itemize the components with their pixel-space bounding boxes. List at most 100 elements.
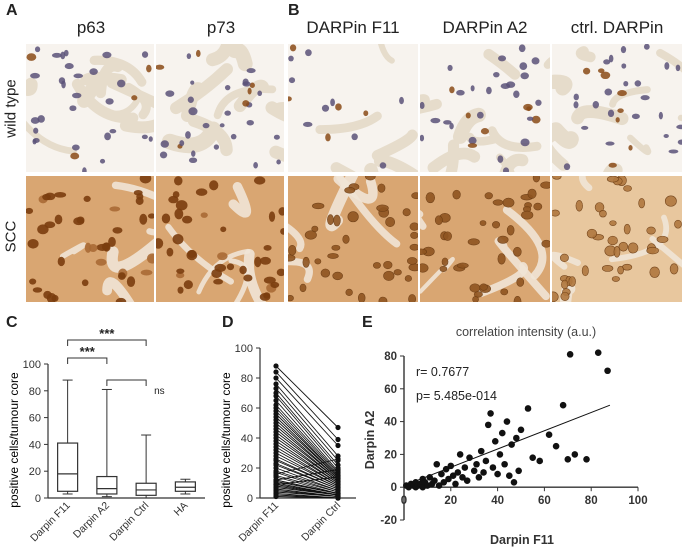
cell-nucleus xyxy=(535,99,542,106)
tumour-nucleus xyxy=(88,244,98,252)
tissue-strand xyxy=(330,162,356,172)
paired-point-ctrl xyxy=(335,442,341,449)
tumour-nucleus xyxy=(42,193,51,201)
cell-nucleus xyxy=(351,133,358,141)
cell-nucleus xyxy=(105,98,114,105)
tumour-nucleus xyxy=(617,265,624,275)
tumour-nucleus xyxy=(327,214,334,226)
cell-nucleus xyxy=(63,49,69,57)
stroma-strand xyxy=(502,205,547,280)
tissue-strand xyxy=(627,134,652,156)
cell-nucleus xyxy=(72,92,82,99)
cell-nucleus xyxy=(573,93,579,101)
paired-point-f11 xyxy=(273,381,279,387)
scatter-point xyxy=(463,477,471,484)
stroma-strand xyxy=(111,181,154,200)
cell-nucleus xyxy=(623,81,629,87)
chart-e-title: correlation intensity (a.u.) xyxy=(456,325,596,339)
tumour-nucleus xyxy=(331,244,341,251)
paired-line xyxy=(275,476,339,485)
stroma-strand xyxy=(102,277,135,302)
cell-nucleus xyxy=(213,144,220,150)
scatter-point xyxy=(445,475,452,483)
tumour-nucleus xyxy=(51,294,59,302)
tumour-nucleus xyxy=(259,256,271,265)
micrograph-texture xyxy=(156,44,284,172)
tumour-nucleus xyxy=(280,228,284,235)
tumour-nucleus xyxy=(568,276,576,287)
paired-point-f11 xyxy=(273,375,279,381)
scatter-point xyxy=(484,421,492,429)
chart-e-p-annotation: p= 5.485e-014 xyxy=(416,389,497,403)
scatter-point xyxy=(470,467,478,475)
cell-nucleus xyxy=(467,143,478,148)
panel-letter-c: C xyxy=(6,314,18,331)
tumour-nucleus xyxy=(492,199,504,206)
micrograph-ctrl-darpin-wild-type xyxy=(552,44,682,172)
cell-nucleus xyxy=(242,81,251,87)
paired-line xyxy=(275,425,339,479)
cell-nucleus xyxy=(631,113,640,120)
scatter-point xyxy=(517,426,525,434)
cell-nucleus xyxy=(146,64,152,73)
tissue-strand xyxy=(95,61,124,99)
cell-nucleus xyxy=(605,141,615,146)
cell-nucleus xyxy=(470,85,475,92)
tumour-nucleus xyxy=(586,228,598,239)
cell-nucleus xyxy=(675,64,681,72)
paired-point-ctrl xyxy=(335,495,341,501)
cell-nucleus xyxy=(676,124,682,130)
paired-point-f11 xyxy=(273,363,279,369)
scatter-point xyxy=(503,418,511,425)
cell-nucleus xyxy=(230,133,237,140)
tumour-nucleus xyxy=(609,220,617,226)
tumour-nucleus xyxy=(139,213,148,225)
scatter-point xyxy=(475,474,483,481)
chart-d-y-tick-label: 0 xyxy=(247,493,253,505)
chart-c-y-tick-label: 0 xyxy=(35,493,41,505)
tissue-strand xyxy=(187,114,233,157)
tumour-nucleus xyxy=(521,210,534,220)
scatter-point xyxy=(489,464,497,471)
tumour-nucleus xyxy=(607,235,618,246)
tumour-nucleus xyxy=(516,277,525,287)
chart-d-plot: 0 20 40 60 80 100 Darpin F11 Darpin Ctrl xyxy=(235,343,356,544)
cell-nucleus xyxy=(430,117,441,124)
tumour-nucleus xyxy=(101,242,110,251)
tumour-nucleus xyxy=(259,293,271,301)
panel-letter-a: A xyxy=(6,2,18,19)
scatter-point xyxy=(594,349,602,357)
tissue-strand xyxy=(26,77,38,96)
cell-nucleus xyxy=(187,96,194,104)
chart-e-x-tick-label: 80 xyxy=(585,495,598,507)
cell-nucleus xyxy=(156,64,165,70)
tumour-nucleus xyxy=(115,297,127,302)
micrograph-p73-wild-type xyxy=(156,44,284,172)
tumour-nucleus xyxy=(497,253,506,265)
chart-c-category-label: Darpin A2 xyxy=(71,500,112,541)
paired-line xyxy=(275,383,339,457)
cell-nucleus xyxy=(493,71,500,78)
tissue-strand xyxy=(373,154,418,172)
tumour-nucleus xyxy=(263,245,272,251)
stroma-strand xyxy=(420,209,427,230)
chart-e-x-tick-label: 40 xyxy=(491,495,504,507)
cell-nucleus xyxy=(276,159,281,165)
scatter-point xyxy=(435,482,443,489)
scatter-point xyxy=(433,460,441,468)
chart-d-y-tick-label: 100 xyxy=(235,343,253,355)
cell-nucleus xyxy=(526,116,534,121)
tumour-nucleus xyxy=(364,176,376,181)
paired-point-f11 xyxy=(273,471,279,477)
micrograph-texture xyxy=(288,44,418,172)
cell-nucleus xyxy=(99,158,106,164)
micrograph-texture xyxy=(420,44,550,172)
cell-nucleus xyxy=(160,140,169,148)
panel-letter-b: B xyxy=(288,2,300,19)
cell-nucleus xyxy=(191,150,196,157)
scatter-point xyxy=(440,478,448,486)
tissue-strand xyxy=(119,119,154,134)
scatter-point xyxy=(583,456,590,463)
tumour-nucleus xyxy=(156,238,164,249)
tumour-nucleus xyxy=(500,288,509,296)
